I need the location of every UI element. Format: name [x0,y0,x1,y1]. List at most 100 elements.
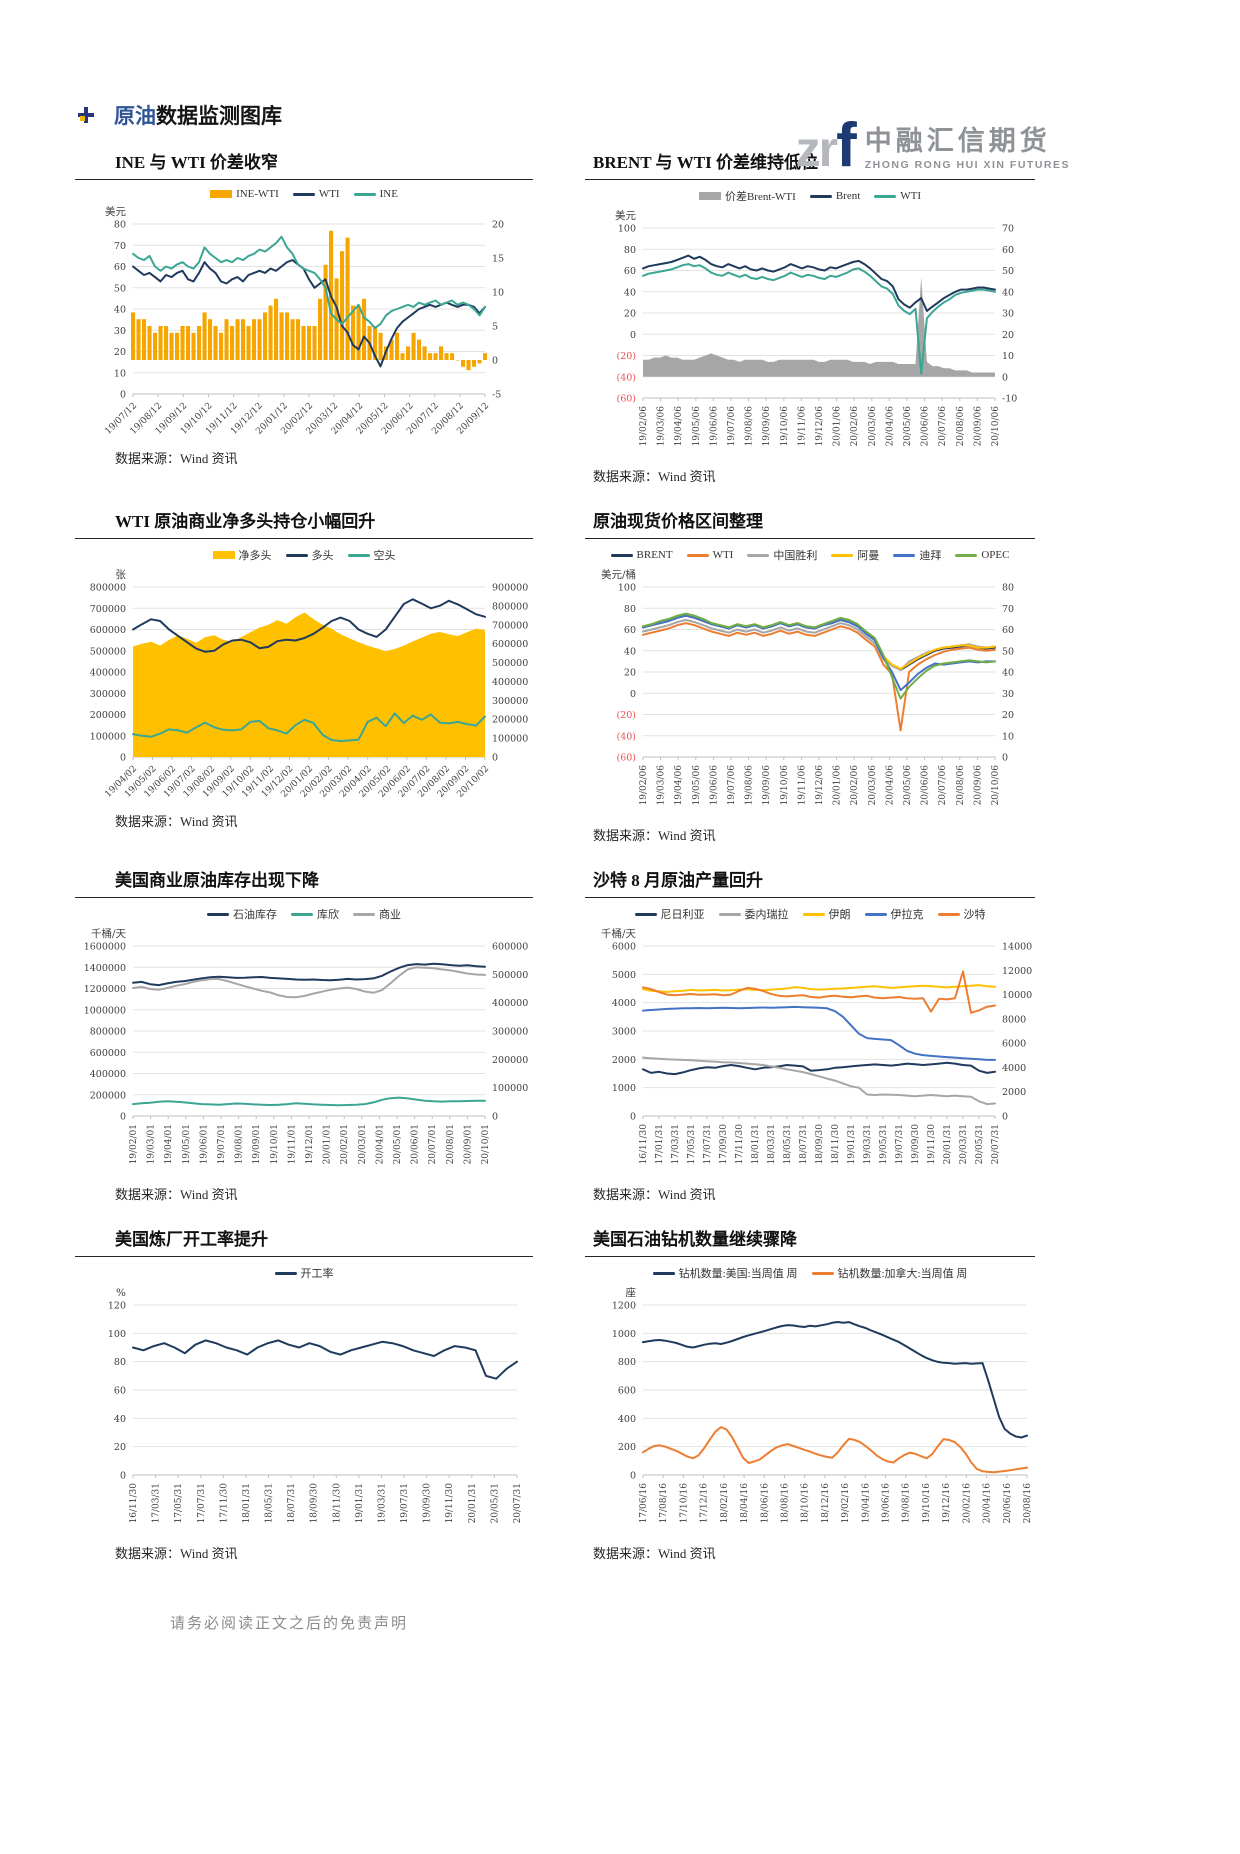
svg-text:400000: 400000 [492,677,528,688]
svg-text:18/07/31: 18/07/31 [287,1483,297,1523]
chart-legend: BRENT WTI 中国胜利 阿曼 迪拜 OPEC [585,547,1035,563]
chart-title: 沙特 8 月原油产量回升 [593,871,763,890]
chart-block: 美国石油钻机数量继续骤降 钻机数量:美国:当周值 周 钻机数量:加拿大:当周值 周 0… [585,1209,1035,1568]
legend-label: 中国胜利 [773,550,818,562]
chart-legend: 石油库存 库欣 商业 [75,906,533,922]
svg-text:20/04/06: 20/04/06 [885,765,895,806]
svg-text:0: 0 [120,1471,126,1482]
svg-text:20/01/06: 20/01/06 [833,406,843,447]
svg-text:60: 60 [114,1386,126,1397]
svg-text:20/01/31: 20/01/31 [943,1124,953,1164]
svg-text:40: 40 [114,1414,126,1425]
svg-text:10: 10 [1002,731,1014,742]
svg-text:20: 20 [492,220,504,231]
svg-text:400: 400 [618,1414,636,1425]
svg-text:19/07/31: 19/07/31 [400,1483,410,1523]
chart-legend: 净多头 多头 空头 [75,547,533,563]
chart-area: 0 1000 2000 3000 4000 5000 6000 0 2000 4000 6000 80… [585,924,1035,1182]
svg-text:(40): (40) [616,372,636,383]
svg-text:0: 0 [492,1112,498,1123]
legend-item: 多头 [285,547,334,563]
legend-item: 商业 [353,906,401,922]
svg-text:19/05/31: 19/05/31 [879,1124,889,1164]
svg-text:20/05/01: 20/05/01 [393,1124,403,1164]
svg-text:19/03/06: 19/03/06 [657,765,667,806]
svg-text:10: 10 [1002,351,1014,362]
legend-label: BRENT [636,549,673,561]
svg-text:1000: 1000 [612,1083,636,1094]
legend-swatch-icon [634,912,657,916]
chart-title: 美国石油钻机数量继续骤降 [593,1230,797,1249]
legend-swatch-icon [347,553,370,557]
svg-text:20/07/06: 20/07/06 [938,765,948,806]
svg-text:19/09/01: 19/09/01 [252,1124,262,1164]
legend-item: WTI [292,188,340,200]
svg-text:16/11/30: 16/11/30 [639,1124,649,1165]
svg-text:18/03/31: 18/03/31 [767,1124,777,1164]
svg-text:20/08/16: 20/08/16 [1023,1483,1033,1524]
svg-text:20: 20 [114,347,126,358]
chart-block: WTI 原油商业净多头持仓小幅回升 净多头 多头 空头 0 100000 200000 300… [75,491,533,850]
title-divider [585,1256,1035,1257]
svg-text:20/06/06: 20/06/06 [921,765,931,806]
svg-text:40: 40 [1002,287,1014,298]
chart-title: WTI 原油商业净多头持仓小幅回升 [115,512,376,531]
legend-label: 尼日利亚 [660,909,705,921]
svg-text:20/08/01: 20/08/01 [446,1124,456,1164]
svg-text:18/01/31: 18/01/31 [751,1124,761,1164]
legend-item: 中国胜利 [747,547,817,563]
source-note: 数据来源：Wind 资讯 [593,1187,716,1202]
chart-title: 美国商业原油库存出现下降 [115,871,319,890]
svg-text:20/05/31: 20/05/31 [975,1124,985,1164]
svg-text:18/09/30: 18/09/30 [815,1124,825,1165]
legend-label: 钻机数量:美国:当周值 周 [678,1268,798,1280]
legend-swatch-icon [893,553,916,557]
svg-text:20/09/01: 20/09/01 [463,1124,473,1164]
svg-text:-5: -5 [492,390,501,401]
svg-text:17/11/30: 17/11/30 [219,1483,229,1524]
legend-swatch-icon [718,912,741,916]
svg-text:千桶/天: 千桶/天 [601,927,637,940]
svg-text:17/03/31: 17/03/31 [152,1483,162,1523]
svg-text:50: 50 [1002,266,1014,277]
svg-text:600000: 600000 [90,625,126,636]
svg-text:19/12/06: 19/12/06 [815,406,825,447]
svg-text:20/10/06: 20/10/06 [991,406,1001,447]
svg-text:17/05/31: 17/05/31 [687,1124,697,1164]
svg-text:200: 200 [618,1442,636,1453]
legend-label: 伊朗 [828,909,851,921]
legend-swatch-icon [864,912,887,916]
chart-canvas: 01020304050607080-505101520美元19/07/1219/… [103,205,504,437]
svg-text:20/06/16: 20/06/16 [1003,1483,1013,1524]
svg-text:16/11/30: 16/11/30 [129,1483,139,1524]
svg-text:20/05/31: 20/05/31 [490,1483,500,1523]
brand-logo: zrf 中融汇信期货 ZHONG RONG HUI XIN FUTURES [796,115,1070,177]
svg-text:17/05/31: 17/05/31 [174,1483,184,1523]
svg-text:20/01/31: 20/01/31 [468,1483,478,1523]
title-divider [75,1256,533,1257]
legend-swatch-icon [291,912,313,916]
source-note: 数据来源：Wind 资讯 [115,1546,238,1561]
svg-text:500000: 500000 [90,646,126,657]
svg-text:30: 30 [114,326,126,337]
svg-text:600000: 600000 [492,639,528,650]
svg-text:100: 100 [618,224,636,235]
legend-swatch-icon [353,192,376,196]
svg-text:30: 30 [1002,689,1014,700]
svg-text:19/08/01: 19/08/01 [235,1124,245,1164]
svg-text:10000: 10000 [1002,990,1032,1001]
source-note: 数据来源：Wind 资讯 [593,828,716,843]
source-note: 数据来源：Wind 资讯 [593,1546,716,1561]
svg-text:6000: 6000 [612,942,636,953]
chart-block: 原油现货价格区间整理 BRENT WTI 中国胜利 阿曼 迪拜 OPEC (60) (40) (2… [585,491,1035,850]
legend-swatch-icon [274,1271,297,1275]
svg-text:19/10/16: 19/10/16 [922,1483,932,1524]
svg-text:60: 60 [1002,245,1014,256]
svg-text:19/01/31: 19/01/31 [847,1124,857,1164]
source-note: 数据来源：Wind 资讯 [593,469,716,484]
chart-canvas: (60) (40) (20) 0 20 40 60 80 100 -10 0 10 20 30 40 50 60… [615,209,1017,447]
svg-text:900000: 900000 [492,583,528,594]
svg-text:19/11/06: 19/11/06 [797,765,807,806]
svg-text:20: 20 [624,668,636,679]
legend-swatch-icon [937,912,960,916]
